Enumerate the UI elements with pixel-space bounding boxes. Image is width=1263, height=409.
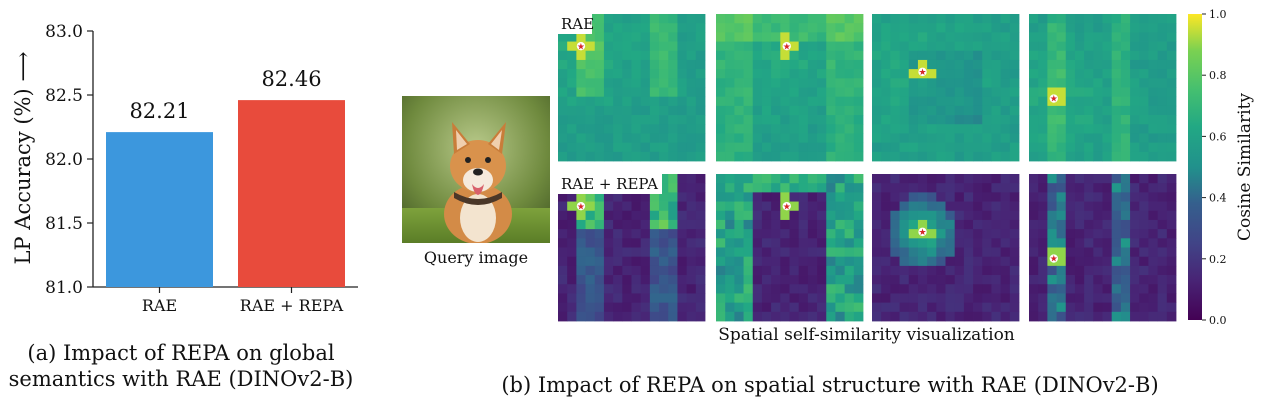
caption-b: (b) Impact of REPA on spatial structure … <box>501 373 1159 397</box>
y-tick-label: 82.5 <box>45 86 83 106</box>
star-icon: ★ <box>783 42 791 52</box>
y-tick-label: 81.0 <box>45 278 83 298</box>
star-icon: ★ <box>577 42 585 52</box>
query-point-marker <box>1049 94 1059 103</box>
x-tick-label: RAE + REPA <box>240 296 344 315</box>
colorbar-tick-label: 0.6 <box>1209 130 1227 143</box>
y-tick-label: 81.5 <box>45 214 83 234</box>
colorbar-label: Cosine Similarity <box>1235 93 1255 241</box>
y-tick-label: 82.0 <box>45 150 83 170</box>
bar-chart: 81.0 81.5 82.0 82.5 83.0 82.21 RAE 82.46 RAE + … <box>11 22 358 315</box>
dog-query-image <box>402 96 550 243</box>
star-icon: ★ <box>918 68 926 78</box>
row-label-box <box>558 14 592 34</box>
row-label: RAE + REPA <box>561 175 658 193</box>
colorbar: 0.0 0.2 0.4 0.6 0.8 1.0 Cosine Similarity <box>1188 8 1255 327</box>
heatmap-xlabel: Spatial self-similarity visualization <box>718 325 1015 345</box>
colorbar-tick-label: 0.0 <box>1209 314 1227 327</box>
bar-rae-repa <box>238 100 345 288</box>
star-icon: ★ <box>1050 95 1058 105</box>
y-axis-label: LP Accuracy (%) ⟶ <box>11 52 35 265</box>
similarity-panel <box>1029 174 1177 322</box>
row-label-box <box>558 174 662 194</box>
query-point-marker <box>782 201 791 211</box>
bar-value-label: 82.46 <box>261 67 321 91</box>
colorbar-tick-label: 0.8 <box>1209 69 1227 82</box>
caption-a-line2: semantics with RAE (DINOv2-B) <box>8 367 354 392</box>
star-icon: ★ <box>1050 255 1058 265</box>
row-label: RAE <box>561 15 594 33</box>
y-tick-label: 83.0 <box>45 22 83 42</box>
bar-rae <box>106 132 213 287</box>
similarity-panel <box>872 174 1020 322</box>
star-icon: ★ <box>577 202 585 212</box>
similarity-panel <box>716 174 864 322</box>
query-point-marker <box>576 41 586 51</box>
star-icon: ★ <box>783 202 791 212</box>
colorbar-tick-label: 0.2 <box>1209 253 1227 266</box>
query-point-marker <box>918 227 927 237</box>
query-point-marker <box>918 67 927 77</box>
x-tick-label: RAE <box>142 296 177 315</box>
caption-a-line1: (a) Impact of REPA on global <box>27 341 335 365</box>
similarity-panel <box>716 14 864 162</box>
star-icon: ★ <box>918 228 926 238</box>
similarity-panel <box>1029 14 1177 162</box>
similarity-panel <box>872 14 1020 162</box>
similarity-panel <box>558 14 706 162</box>
colorbar-tick-label: 0.4 <box>1209 192 1227 205</box>
similarity-grid: ★ ★ ★ ★ ★ ★ ★ ★ RAE RAE + REPA <box>558 14 1177 322</box>
query-point-marker <box>1049 254 1059 263</box>
query-point-marker <box>782 41 791 51</box>
caption-a: (a) Impact of REPA on global semantics w… <box>0 340 362 393</box>
query-point-marker <box>576 201 586 211</box>
similarity-panel <box>558 174 706 322</box>
colorbar-tick-label: 1.0 <box>1209 8 1227 21</box>
query-image-label: Query image <box>423 248 529 267</box>
bar-value-label: 82.21 <box>129 99 189 123</box>
colorbar-gradient <box>1188 14 1202 320</box>
